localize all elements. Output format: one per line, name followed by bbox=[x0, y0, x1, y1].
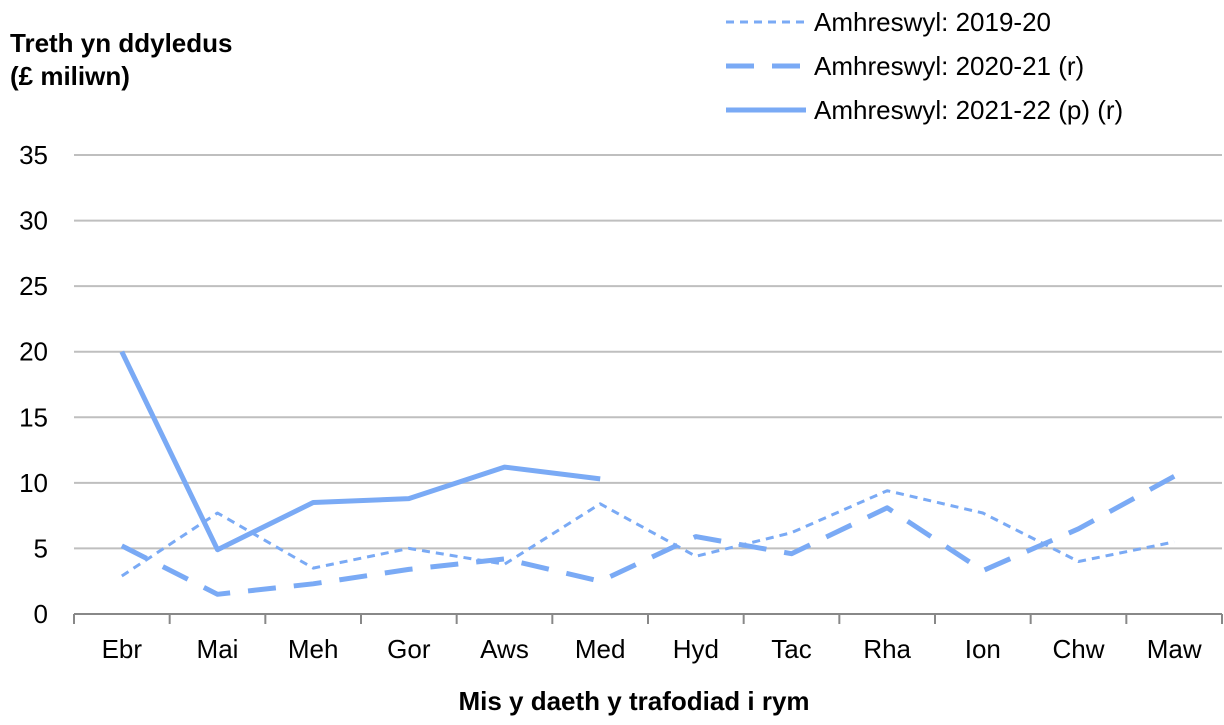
legend-label-3: Amhreswyl: 2021-22 (p) (r) bbox=[814, 95, 1123, 125]
x-tick-label: Hyd bbox=[673, 634, 719, 664]
x-tick-label: Meh bbox=[288, 634, 339, 664]
y-tick-label: 35 bbox=[19, 140, 48, 170]
legend: Amhreswyl: 2019-20 Amhreswyl: 2020-21 (r)… bbox=[726, 7, 1123, 125]
y-axis-title: Treth yn ddyledus (£ miliwn) bbox=[10, 28, 233, 91]
y-axis-title-line-1: Treth yn ddyledus bbox=[10, 28, 233, 58]
x-tick-label: Aws bbox=[480, 634, 529, 664]
x-tick-labels: Ebr Mai Meh Gor Aws Med Hyd Tac Rha Ion Chw Maw bbox=[102, 634, 1202, 664]
x-tick-label: Rha bbox=[863, 634, 911, 664]
y-tick-label: 20 bbox=[19, 337, 48, 367]
y-tick-labels: 0 5 10 15 20 25 30 35 bbox=[19, 140, 48, 629]
y-tick-label: 15 bbox=[19, 402, 48, 432]
x-tick-label: Ion bbox=[965, 634, 1001, 664]
legend-label-2: Amhreswyl: 2020-21 (r) bbox=[814, 51, 1084, 81]
series-line-3 bbox=[119, 350, 601, 553]
x-tick-label: Chw bbox=[1052, 634, 1104, 664]
series-lines bbox=[119, 350, 1176, 597]
series-line-1 bbox=[120, 489, 1175, 578]
series-line-2 bbox=[120, 474, 1176, 597]
x-tick-label: Ebr bbox=[102, 634, 143, 664]
y-tick-label: 0 bbox=[34, 599, 48, 629]
y-tick-label: 5 bbox=[34, 533, 48, 563]
x-tick-label: Gor bbox=[387, 634, 431, 664]
y-tick-label: 10 bbox=[19, 468, 48, 498]
axes bbox=[73, 613, 1223, 624]
x-tick-label: Mai bbox=[197, 634, 239, 664]
x-tick-label: Med bbox=[575, 634, 626, 664]
y-tick-label: 30 bbox=[19, 206, 48, 236]
y-tick-label: 25 bbox=[19, 271, 48, 301]
legend-label-1: Amhreswyl: 2019-20 bbox=[814, 7, 1051, 37]
gridlines bbox=[74, 154, 1222, 550]
y-axis-title-line-2: (£ miliwn) bbox=[10, 61, 130, 91]
x-tick-label: Maw bbox=[1147, 634, 1202, 664]
x-tick-label: Tac bbox=[771, 634, 811, 664]
x-axis-title: Mis y daeth y trafodiad i rym bbox=[458, 686, 809, 716]
